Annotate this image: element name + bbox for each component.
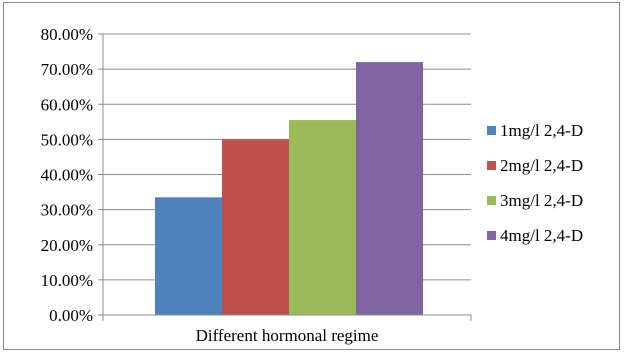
legend-swatch (487, 231, 496, 240)
y-tick-label: 80.00% (41, 25, 93, 44)
bar (155, 197, 222, 315)
y-tick-label: 50.00% (41, 130, 93, 149)
y-tick-label: 0.00% (49, 306, 93, 325)
legend-label: 2mg/l 2,4-D (500, 156, 583, 175)
legend: 1mg/l 2,4-D 2mg/l 2,4-D 3mg/l 2,4-D 4mg/l 2… (487, 121, 583, 245)
legend-swatch (487, 161, 496, 170)
bar (289, 120, 356, 316)
y-tick-label: 20.00% (41, 236, 93, 255)
legend-swatch (487, 196, 496, 205)
legend-label: 1mg/l 2,4-D (500, 121, 583, 140)
legend-label: 4mg/l 2,4-D (500, 226, 583, 245)
y-tick-label: 10.00% (41, 271, 93, 290)
legend-label: 3mg/l 2,4-D (500, 191, 583, 210)
y-tick-label: 60.00% (41, 95, 93, 114)
bar (356, 62, 423, 315)
y-tick-label: 40.00% (41, 166, 93, 185)
legend-swatch (487, 126, 496, 135)
x-axis-label: Different hormonal regime (196, 326, 379, 345)
bars (155, 62, 423, 316)
y-tick-label: 30.00% (41, 201, 93, 220)
y-axis-ticks: 0.00% 10.00% 20.00% 30.00% 40.00% 50.00% 60.00… (41, 25, 472, 325)
bar (222, 139, 289, 315)
y-tick-label: 70.00% (41, 60, 93, 79)
